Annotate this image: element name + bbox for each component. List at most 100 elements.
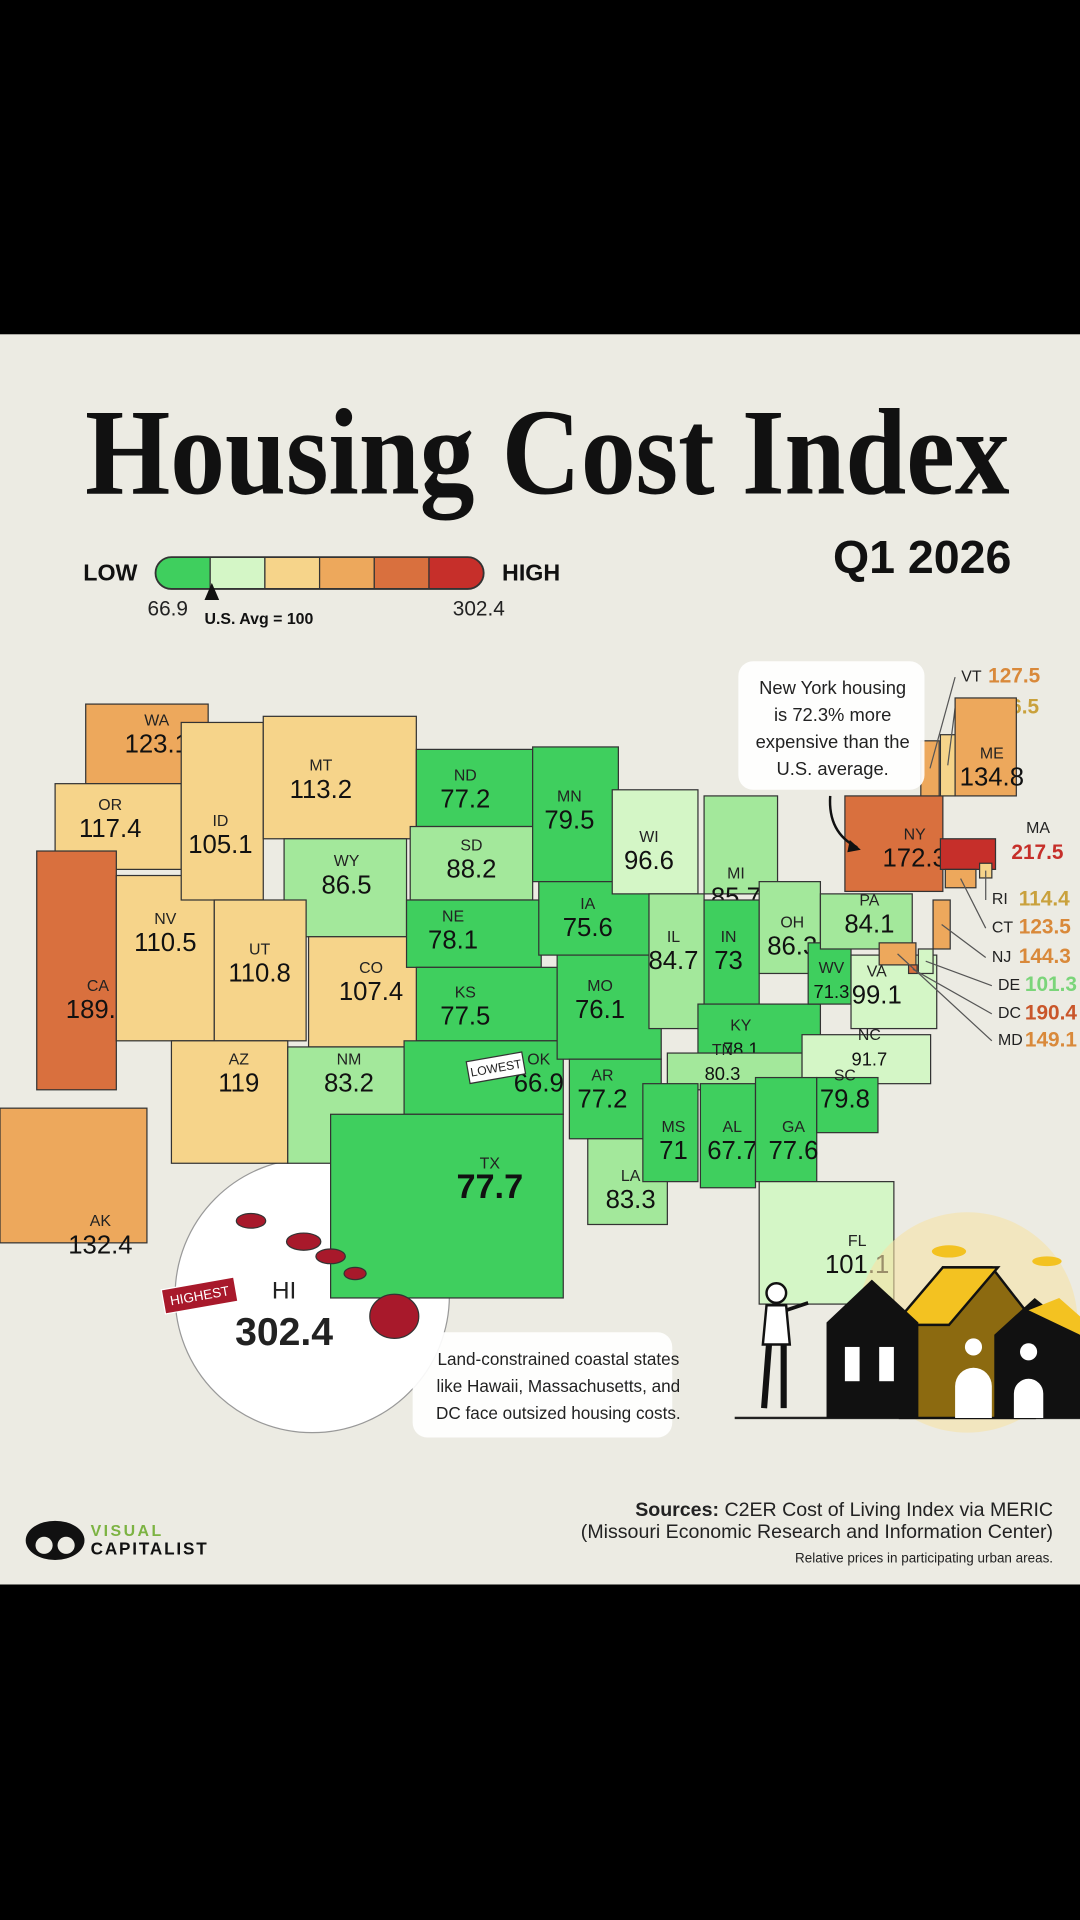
state-value: 96.6 <box>624 847 674 875</box>
badge-highest: HIGHEST <box>160 1276 239 1315</box>
state-abbr: NE <box>442 908 464 925</box>
state-value: 84.1 <box>844 911 894 939</box>
state-value: 77.5 <box>440 1002 490 1030</box>
state-abbr: UT <box>249 941 270 958</box>
state-shape <box>235 1212 267 1229</box>
state-abbr: NV <box>154 911 176 928</box>
state-value: 71.3 <box>814 981 850 1002</box>
state-value: 77.2 <box>440 786 490 814</box>
state-value: 105.1 <box>188 831 252 859</box>
person-body <box>761 1304 792 1346</box>
state-abbr: OH <box>780 914 804 931</box>
roof <box>891 1266 1001 1327</box>
state-shape <box>816 1076 879 1134</box>
state-abbr: MO <box>587 978 613 995</box>
state-value: 75.6 <box>563 914 613 942</box>
state-abbr: AL <box>723 1119 743 1136</box>
state-abbr: FL <box>848 1233 867 1250</box>
callout-text: U.S. average. <box>777 758 889 779</box>
logo-eye <box>57 1536 75 1554</box>
window <box>964 1338 983 1356</box>
state-value: 127.5 <box>988 665 1040 688</box>
state-abbr: MI <box>727 865 745 882</box>
state-shape <box>262 715 417 840</box>
state-value: 71 <box>659 1137 688 1165</box>
state-value: 119 <box>218 1070 259 1098</box>
leader-line <box>929 676 956 769</box>
state-value: 134.8 <box>960 764 1024 792</box>
state-shape <box>532 746 619 883</box>
state-value: 217.5 <box>1011 841 1063 864</box>
callout-text: expensive than the <box>756 731 910 752</box>
state-abbr: TN <box>712 1042 733 1059</box>
state-abbr: OR <box>98 797 122 814</box>
map: WA123.1OR117.4CA189.5NV110.5ID105.1MT113… <box>0 665 1077 1434</box>
badge-lowest: LOWEST <box>465 1051 527 1085</box>
callout-text: DC face outsized housing costs. <box>436 1403 681 1423</box>
state-abbr: OK <box>527 1052 550 1069</box>
state-abbr: IN <box>721 929 737 946</box>
state-shape <box>343 1266 367 1281</box>
state-value: 110.8 <box>228 959 290 987</box>
state-shape <box>409 825 534 901</box>
cloud <box>1032 1256 1062 1267</box>
state-abbr: VA <box>867 963 887 980</box>
state-shape <box>642 1083 699 1183</box>
state-abbr: MT <box>309 758 332 775</box>
state-shape <box>648 893 705 1030</box>
state-abbr: WY <box>334 853 360 870</box>
state-value: 117.4 <box>79 815 141 843</box>
state-value: 144.3 <box>1019 945 1071 968</box>
state-value: 91.7 <box>852 1048 888 1069</box>
state-abbr: SC <box>834 1068 856 1085</box>
callout-text: is 72.3% more <box>774 704 891 725</box>
state-value: 77.6 <box>768 1137 818 1165</box>
state-value: 107.4 <box>339 978 403 1006</box>
legend: LOW HIGH 66.9 302.4 U.S. Avg = 100 <box>83 556 560 628</box>
state-shape <box>330 1113 564 1299</box>
state-abbr: KY <box>730 1017 752 1034</box>
state-abbr: WA <box>144 712 169 729</box>
person-legs <box>761 1344 787 1409</box>
house-illustration <box>734 1212 1080 1433</box>
legend-swatch <box>428 557 484 589</box>
state-abbr: NY <box>904 826 926 843</box>
state-abbr: DC <box>998 1005 1021 1022</box>
state-abbr: AR <box>591 1068 613 1085</box>
state-shape <box>170 1040 289 1164</box>
state-value: 172.3 <box>883 844 947 872</box>
legend-swatch <box>264 557 321 589</box>
state-shape <box>954 697 1017 797</box>
window <box>879 1346 894 1382</box>
annotations: New York housing is 72.3% more expensive t… <box>160 661 925 1438</box>
legend-swatch <box>373 557 430 589</box>
callout-box <box>738 661 925 790</box>
state-abbr: MN <box>557 788 582 805</box>
state-value: 149.1 <box>1025 1028 1077 1051</box>
state-abbr: ME <box>980 745 1004 762</box>
state-shape <box>36 850 117 1091</box>
cloud <box>931 1245 967 1258</box>
average-marker <box>204 582 220 600</box>
leader-line <box>960 878 987 929</box>
legend-average: U.S. Avg = 100 <box>204 611 313 628</box>
state-value: 113.2 <box>290 776 352 804</box>
state-abbr: CT <box>992 919 1013 936</box>
legend-swatch <box>209 557 266 589</box>
state-abbr: RI <box>992 891 1008 908</box>
state-shape <box>285 1232 322 1251</box>
callout-arrowhead <box>847 840 861 853</box>
state-abbr: NM <box>337 1052 362 1069</box>
state-abbr: AK <box>90 1213 112 1230</box>
house <box>826 1279 919 1418</box>
leader-line <box>925 960 993 987</box>
state-value: 123.1 <box>125 731 189 759</box>
badge-box <box>465 1051 527 1085</box>
state-abbr: ID <box>212 813 228 830</box>
leader-line <box>941 924 987 959</box>
footer: Sources: C2ER Cost of Living Index via M… <box>25 1499 1053 1565</box>
state-abbr: SD <box>460 837 482 854</box>
state-value: 80.3 <box>705 1063 741 1084</box>
state-value: 77.2 <box>577 1086 627 1114</box>
